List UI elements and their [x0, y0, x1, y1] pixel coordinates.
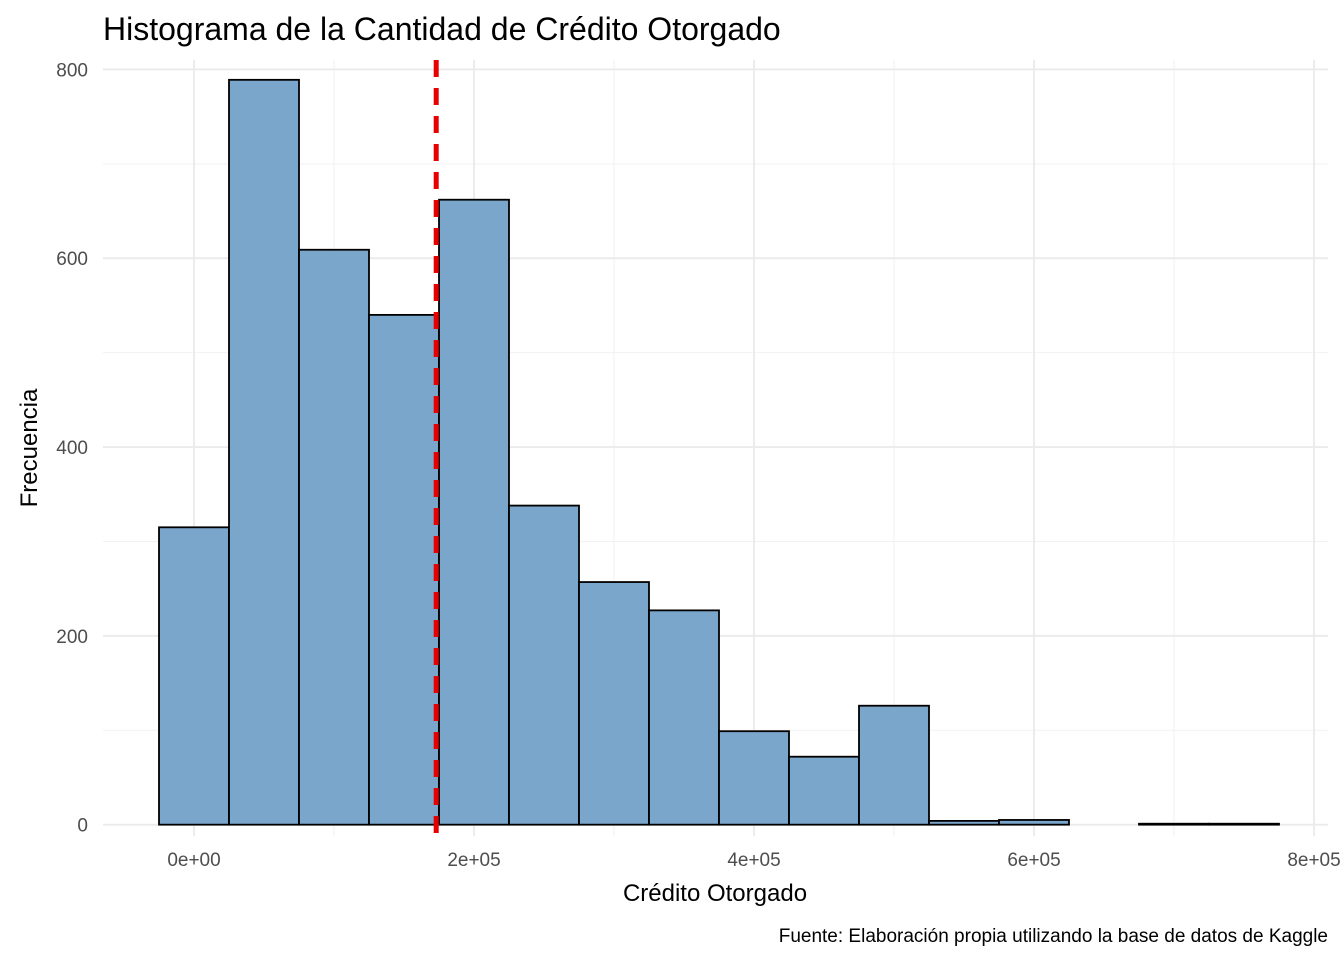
x-tick-label: 8e+05: [1287, 850, 1340, 871]
chart-title: Histograma de la Cantidad de Crédito Oto…: [103, 11, 781, 47]
histogram-bar: [858, 704, 930, 826]
x-tick-label: 0e+00: [167, 850, 220, 871]
histogram-bar: [438, 198, 510, 826]
x-tick-label: 2e+05: [447, 850, 500, 871]
histogram-bar: [508, 504, 580, 826]
histogram-bar: [718, 730, 790, 826]
y-axis-ticks: 0 200 400 600 800: [56, 60, 88, 836]
histogram-bar: [158, 526, 230, 826]
histogram-bars: [158, 78, 1280, 826]
histogram-bar: [298, 248, 370, 826]
y-tick-label: 400: [56, 438, 88, 459]
histogram-bar: [1138, 822, 1210, 826]
y-tick-label: 0: [77, 816, 88, 837]
x-axis-ticks: 0e+00 2e+05 4e+05 6e+05 8e+05: [167, 850, 1340, 871]
x-axis-title: Crédito Otorgado: [623, 880, 807, 907]
y-tick-label: 800: [56, 60, 88, 81]
histogram-bar: [648, 609, 720, 826]
histogram-bar: [1208, 822, 1280, 826]
y-tick-label: 200: [56, 627, 88, 648]
x-tick-label: 6e+05: [1007, 850, 1060, 871]
histogram-bar: [788, 755, 860, 826]
histogram-bar: [928, 819, 1000, 826]
histogram-bar: [228, 78, 300, 826]
y-axis-title: Frecuencia: [16, 388, 43, 507]
histogram-bar: [368, 313, 440, 826]
histogram-bar: [578, 581, 650, 826]
x-tick-label: 4e+05: [727, 850, 780, 871]
y-tick-label: 600: [56, 249, 88, 270]
chart-caption: Fuente: Elaboración propia utilizando la…: [779, 926, 1328, 947]
histogram-bar: [998, 819, 1070, 826]
